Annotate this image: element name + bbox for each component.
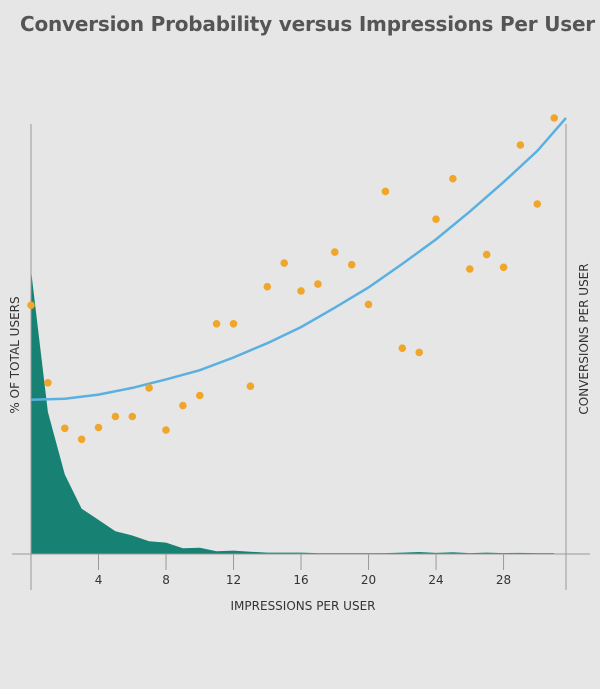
- data-point: [212, 320, 221, 328]
- chart-title: Conversion Probability versus Impression…: [20, 12, 595, 36]
- data-point: [280, 259, 289, 267]
- data-point: [145, 384, 153, 392]
- x-tick-label: 20: [361, 573, 376, 587]
- scatter-points-layer: [27, 114, 558, 444]
- data-point: [533, 200, 542, 208]
- data-point: [297, 287, 305, 295]
- data-point: [196, 391, 204, 400]
- x-tick-label: 4: [95, 573, 103, 587]
- data-point: [44, 379, 52, 387]
- x-tick-label: 8: [162, 573, 170, 587]
- x-tick-label: 24: [428, 573, 443, 587]
- data-point: [162, 426, 170, 434]
- trend-line-layer: [30, 117, 567, 401]
- data-point: [77, 435, 86, 444]
- data-point: [179, 401, 187, 410]
- data-point: [61, 424, 69, 433]
- data-point: [499, 263, 508, 272]
- data-point: [263, 282, 272, 291]
- data-point: [246, 382, 255, 391]
- data-point: [381, 187, 390, 196]
- x-tick-layer: 4 8 12 16 20 24 28: [95, 554, 511, 587]
- data-point: [482, 250, 491, 259]
- data-point: [111, 412, 120, 421]
- x-axis-title: IMPRESSIONS PER USER: [231, 599, 376, 613]
- right-y-axis-title: CONVERSIONS PER USER: [577, 263, 591, 414]
- data-point: [314, 280, 322, 288]
- area-layer: [31, 270, 555, 554]
- left-y-axis-title: % OF TOTAL USERS: [8, 296, 22, 413]
- data-point: [364, 300, 373, 309]
- users-share-area: [31, 270, 555, 554]
- data-point: [415, 348, 424, 357]
- x-tick-label: 28: [496, 573, 511, 587]
- data-point: [432, 215, 440, 223]
- trend-line: [30, 117, 567, 401]
- data-point: [331, 248, 339, 256]
- data-point: [398, 344, 407, 353]
- data-point: [128, 412, 137, 421]
- data-point: [550, 114, 558, 122]
- data-point: [466, 265, 474, 273]
- x-tick-label: 12: [226, 573, 241, 587]
- data-point: [347, 260, 356, 269]
- data-point: [27, 301, 35, 310]
- data-point: [449, 174, 457, 183]
- data-point: [516, 141, 525, 149]
- data-point: [94, 423, 103, 432]
- x-tick-label: 16: [293, 573, 308, 587]
- data-point: [229, 320, 238, 328]
